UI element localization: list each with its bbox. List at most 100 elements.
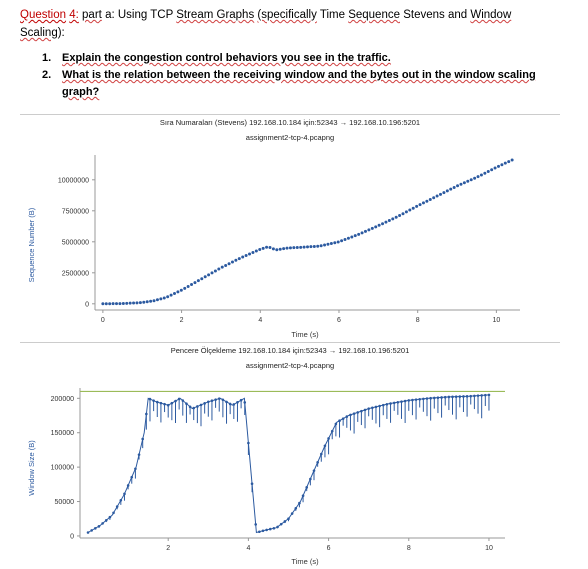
- data-point: [177, 397, 181, 401]
- data-point: [319, 244, 323, 248]
- data-point: [294, 507, 298, 510]
- data-point: [483, 171, 487, 175]
- question-text-a: a: Using TCP: [105, 9, 174, 21]
- data-point: [408, 208, 412, 212]
- data-point: [228, 402, 232, 406]
- list-item-text: Explain the congestion control behaviors…: [62, 52, 391, 64]
- data-point: [239, 398, 243, 402]
- list-item: 1. Explain the congestion control behavi…: [42, 50, 542, 67]
- data-point: [101, 522, 104, 525]
- data-point: [152, 299, 156, 303]
- data-point: [166, 295, 170, 299]
- data-point: [378, 404, 381, 408]
- data-point: [243, 401, 247, 404]
- data-point: [278, 247, 282, 251]
- data-point: [356, 411, 360, 414]
- chart-subtitle: assignment2-tcp-4.pcapng: [246, 133, 334, 142]
- x-tick-label: 4: [246, 545, 250, 552]
- data-point: [371, 406, 374, 410]
- data-point: [247, 441, 250, 445]
- data-point: [196, 405, 199, 408]
- data-point: [353, 234, 357, 238]
- data-point: [349, 413, 352, 417]
- divider: [20, 342, 560, 343]
- data-point: [101, 302, 105, 306]
- data-point: [452, 185, 456, 189]
- y-tick-label: 100000: [51, 465, 74, 472]
- data-point: [159, 297, 163, 301]
- data-point: [203, 402, 206, 405]
- x-tick-label: 6: [327, 545, 331, 552]
- data-point: [389, 402, 392, 405]
- chart-title: Pencere Ölçekleme 192.168.10.184 için:52…: [171, 346, 410, 355]
- data-point: [268, 527, 272, 531]
- data-point: [213, 269, 217, 273]
- data-point: [305, 486, 309, 489]
- data-point: [224, 263, 228, 267]
- data-point: [442, 191, 446, 195]
- data-point: [449, 187, 453, 191]
- data-point: [459, 182, 463, 186]
- data-point: [112, 511, 115, 515]
- data-point: [244, 253, 248, 257]
- data-point: [271, 247, 275, 251]
- data-point: [360, 231, 364, 235]
- data-point: [421, 201, 425, 205]
- data-point: [190, 283, 194, 287]
- data-point: [145, 412, 148, 416]
- data-point: [248, 252, 252, 256]
- data-point: [309, 245, 313, 249]
- x-tick-label: 0: [101, 317, 105, 324]
- data-point: [108, 515, 112, 519]
- data-point: [265, 245, 269, 249]
- data-point: [316, 244, 320, 248]
- data-point: [97, 524, 101, 528]
- question-list: 1. Explain the congestion control behavi…: [42, 50, 542, 101]
- data-point: [135, 301, 139, 305]
- data-point: [241, 255, 245, 259]
- y-tick-label: 2500000: [62, 270, 89, 277]
- data-point: [275, 248, 279, 252]
- question-part: part: [82, 9, 102, 21]
- data-point: [316, 461, 319, 464]
- data-point: [374, 405, 378, 409]
- data-point: [130, 475, 134, 479]
- list-item-number: 2.: [42, 69, 52, 81]
- data-point: [454, 395, 458, 398]
- data-point: [299, 245, 303, 249]
- y-tick-label: 10000000: [58, 177, 89, 184]
- data-point: [476, 175, 480, 179]
- data-point: [295, 246, 299, 250]
- data-point: [374, 225, 378, 229]
- data-point: [479, 173, 483, 177]
- data-point: [451, 395, 454, 399]
- divider: [20, 114, 560, 115]
- data-point: [104, 302, 108, 306]
- question-text-g: Window: [470, 9, 512, 21]
- data-point: [422, 397, 425, 401]
- data-point: [159, 401, 163, 405]
- data-point: [396, 400, 400, 404]
- data-point: [279, 522, 283, 526]
- data-point: [237, 257, 241, 261]
- data-point: [428, 197, 432, 201]
- list-item-text: What is the relation between the receivi…: [62, 69, 536, 98]
- data-point: [174, 399, 177, 403]
- data-point: [334, 422, 338, 426]
- data-point: [145, 300, 149, 304]
- data-point: [398, 214, 402, 218]
- data-point: [199, 403, 203, 407]
- data-point: [125, 301, 129, 305]
- data-point: [188, 405, 192, 409]
- data-point: [404, 210, 408, 214]
- question-text-d: Time: [319, 9, 345, 21]
- data-point: [196, 279, 200, 283]
- data-point: [363, 229, 367, 233]
- data-point: [272, 526, 276, 530]
- data-point: [439, 192, 443, 196]
- data-point: [394, 215, 398, 219]
- data-point: [207, 273, 211, 277]
- data-point: [214, 398, 217, 401]
- data-point: [385, 402, 389, 406]
- data-point: [476, 394, 480, 397]
